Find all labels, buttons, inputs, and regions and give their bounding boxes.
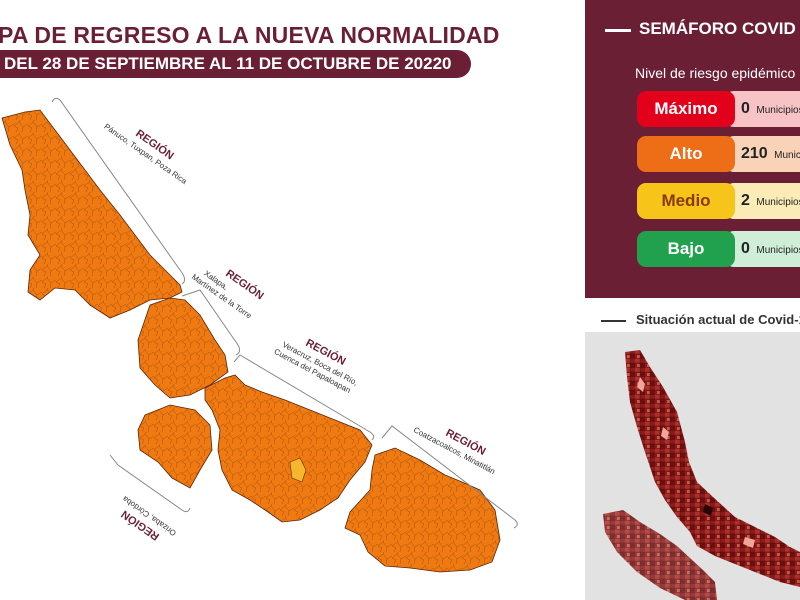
right-panel: SEMÁFORO COVID Nivel de riesgo epidémico… (585, 0, 800, 600)
risk-count-medio: 2 (741, 192, 750, 209)
region-north-pieces (1, 109, 501, 573)
mini-map-mexico (603, 510, 717, 600)
risk-unit-maximo: Municipios (756, 105, 800, 116)
semaforo-box: SEMÁFORO COVID Nivel de riesgo epidémico… (585, 0, 800, 298)
date-range-badge: DEL 28 DE SEPTIEMBRE AL 11 DE OCTUBRE DE… (0, 50, 471, 78)
risk-unit-medio: Municipios (756, 197, 800, 208)
risk-row-alto: Alto 210 Municipios (637, 136, 800, 172)
risk-value-bajo: 0 Municipios (725, 231, 800, 267)
municipio-medio-highlight (289, 457, 307, 483)
situacion-mini-map (603, 350, 800, 600)
semaforo-subtitle: Nivel de riesgo epidémico (635, 65, 796, 81)
risk-unit-alto: Municipios (774, 150, 800, 161)
risk-label-alto: Alto (637, 136, 735, 172)
risk-unit-bajo: Municipios (756, 245, 800, 256)
region-brackets (51, 97, 518, 529)
veracruz-region-map: REGIÓN Pánuco, Tuxpan, Poza Rica REGIÓN … (1, 97, 518, 573)
risk-row-bajo: Bajo 0 Municipios (637, 231, 800, 267)
risk-label-bajo: Bajo (637, 231, 735, 267)
title-dash (605, 29, 631, 32)
situacion-title: Situación actual de Covid-19 (636, 312, 800, 327)
risk-count-bajo: 0 (741, 240, 750, 257)
risk-count-alto: 210 (741, 145, 768, 162)
risk-value-maximo: 0 Municipios (725, 91, 800, 127)
risk-label-maximo: Máximo (637, 91, 735, 127)
page-title: PA DE REGRESO A LA NUEVA NORMALIDAD (0, 22, 500, 48)
risk-label-medio: Medio (637, 183, 735, 219)
risk-row-medio: Medio 2 Municipios (637, 183, 800, 219)
risk-count-maximo: 0 (741, 100, 750, 117)
risk-value-medio: 2 Municipios (725, 183, 800, 219)
situacion-dash (601, 320, 626, 322)
risk-value-alto: 210 Municipios (725, 136, 800, 172)
risk-row-maximo: Máximo 0 Municipios (637, 91, 800, 127)
semaforo-title: SEMÁFORO COVID (639, 19, 796, 38)
mini-map-veracruz (625, 350, 800, 587)
